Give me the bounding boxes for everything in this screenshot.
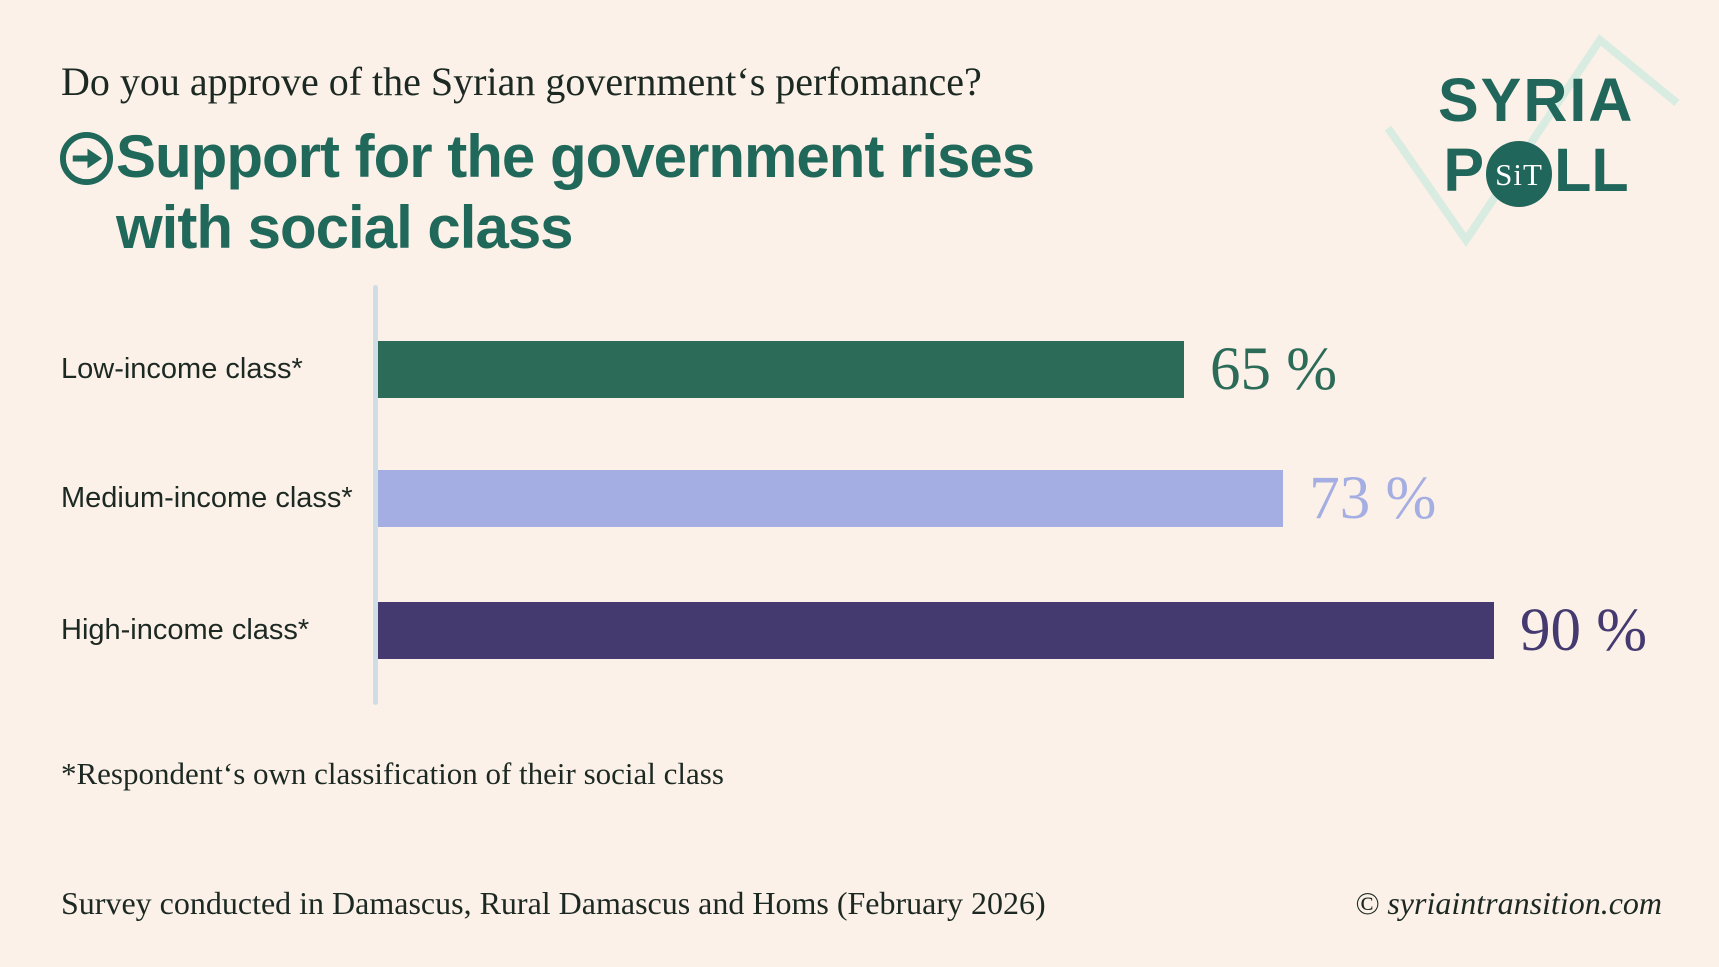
bar-row: Medium-income class* 73 %: [0, 465, 1719, 532]
survey-question: Do you approve of the Syrian government‘…: [61, 59, 982, 104]
chart-axis-line: [373, 285, 378, 705]
circled-right-arrow-icon: [59, 131, 114, 186]
bar-fill: [378, 602, 1494, 659]
logo-wordmark: SYRIA P SiT LL: [1438, 70, 1634, 207]
bar-category-label: High-income class*: [61, 614, 310, 646]
bar-category-label: Low-income class*: [61, 353, 303, 385]
footnote: *Respondent‘s own classification of thei…: [61, 756, 724, 791]
zigzag-line-icon: [1384, 34, 1680, 248]
survey-note: Survey conducted in Damascus, Rural Dama…: [61, 885, 1046, 921]
bar-track: 90 %: [378, 597, 1647, 664]
bar-row: Low-income class* 65 %: [0, 336, 1719, 403]
bar-value-label: 90 %: [1520, 596, 1648, 664]
logo-letters-ll: LL: [1554, 135, 1629, 204]
page-title: Support for the government rises with soc…: [116, 121, 1035, 263]
logo-letter-p: P: [1443, 135, 1485, 204]
bar-track: 65 %: [378, 336, 1618, 403]
logo-word-poll: P SiT LL: [1438, 133, 1634, 207]
copyright: © syriaintransition.com: [1355, 885, 1662, 921]
bar-value-label: 73 %: [1309, 464, 1437, 532]
bar-track: 73 %: [378, 465, 1618, 532]
bar-fill: [378, 341, 1184, 398]
bar-row: High-income class* 90 %: [0, 597, 1719, 664]
title-line-1: Support for the government rises: [116, 123, 1035, 190]
bar-category-label: Medium-income class*: [61, 482, 353, 514]
bar-fill: [378, 470, 1284, 527]
bar-value-label: 65 %: [1210, 335, 1338, 403]
title-line-2: with social class: [116, 194, 574, 261]
sit-badge: SiT: [1486, 141, 1553, 207]
logo-word-syria: SYRIA: [1438, 66, 1635, 134]
syria-poll-logo: SYRIA P SiT LL: [1380, 30, 1719, 280]
